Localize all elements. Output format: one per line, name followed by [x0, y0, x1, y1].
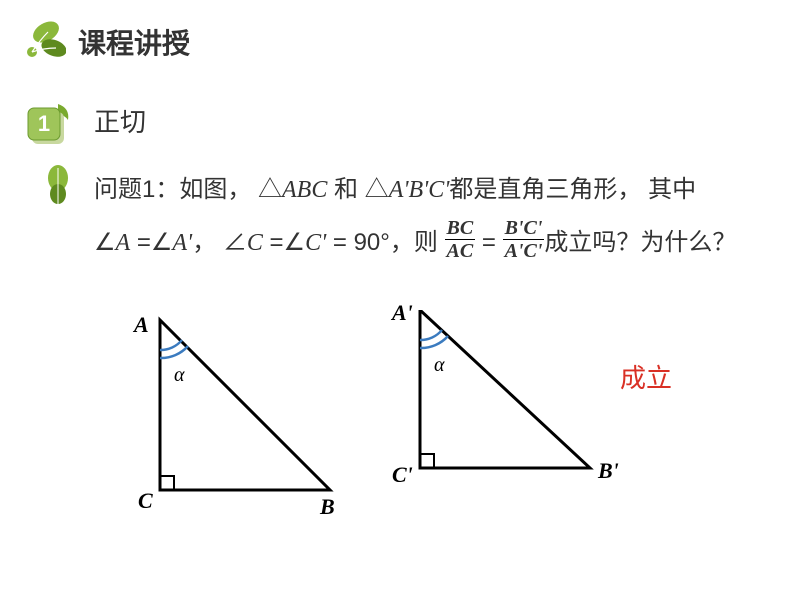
badge-icon: 1 [22, 98, 78, 154]
label-Cp: C' [392, 462, 413, 488]
angle-arc-2a [420, 330, 442, 340]
q-c1: ， ∠ [192, 229, 247, 256]
triangle-2 [420, 310, 590, 468]
q-eq90: = 90°，则 [326, 229, 444, 256]
bullet-leaf-icon [40, 164, 76, 208]
question-text: 问题1：如图， △ABC 和 △A'B'C'都是直角三角形， 其中 ∠A =∠A… [94, 164, 754, 270]
q-eq1: =∠ [130, 229, 172, 256]
page-title: 课程讲授 [78, 22, 190, 62]
section-row: 1 正切 [22, 98, 794, 142]
q-angle1: ∠ [94, 229, 116, 256]
q-Ap: A' [172, 230, 192, 256]
header: 课程讲授 [0, 0, 794, 66]
q-abc2: A'B'C' [389, 177, 450, 203]
frac2-den: A'C' [503, 240, 545, 262]
right-angle-1 [160, 476, 174, 490]
triangle-1 [160, 320, 330, 490]
triangles-svg [120, 310, 680, 570]
q-C: C [247, 230, 263, 256]
q-eqmid: = [475, 229, 502, 256]
label-C: C [138, 488, 153, 514]
angle-arc-1a [160, 340, 182, 350]
question-row: 问题1：如图， △ABC 和 △A'B'C'都是直角三角形， 其中 ∠A =∠A… [40, 164, 794, 270]
q-Cp: C' [305, 230, 326, 256]
q-eq2: =∠ [263, 229, 305, 256]
fraction-2: B'C'A'C' [503, 217, 545, 262]
section-title: 正切 [94, 102, 146, 139]
fraction-1: BCAC [445, 217, 476, 262]
frac1-den: AC [445, 240, 476, 262]
q-tail: 成立吗？为什么？ [544, 229, 736, 256]
label-Bp: B' [598, 458, 619, 484]
frac1-num: BC [445, 217, 476, 240]
label-A: A [134, 312, 149, 338]
q-mid2: 都是直角三角形， 其中 [449, 176, 696, 203]
diagram-area: A C B α A' C' B' α [120, 310, 680, 570]
label-alpha-2: α [434, 354, 445, 377]
q-A: A [116, 230, 131, 256]
q-abc: ABC [282, 177, 327, 203]
label-Ap: A' [392, 300, 413, 326]
section-number: 1 [38, 111, 50, 136]
q-mid1: 和 △ [327, 176, 388, 203]
section-badge: 1 [22, 98, 66, 142]
frac2-num: B'C' [503, 217, 545, 240]
label-alpha-1: α [174, 364, 185, 387]
logo-leaf-icon [18, 18, 66, 66]
q-prefix: 问题1：如图， △ [94, 176, 282, 203]
right-angle-2 [420, 454, 434, 468]
label-B: B [320, 494, 335, 520]
